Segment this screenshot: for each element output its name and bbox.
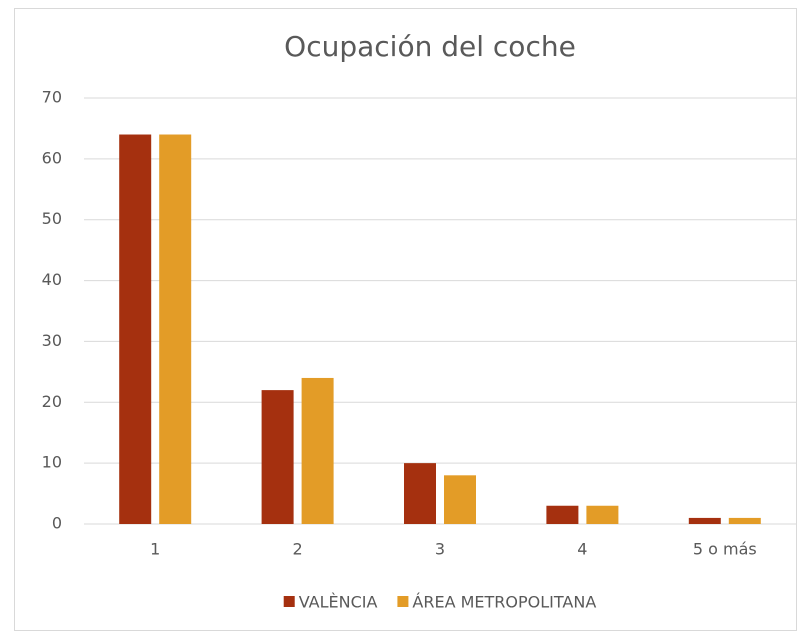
bar [301, 377, 334, 524]
x-tick-label: 2 [293, 540, 303, 559]
bar [688, 517, 721, 524]
x-tick-label: 5 o más [693, 540, 757, 559]
bar [261, 390, 294, 524]
bar [119, 134, 152, 524]
y-tick-label: 60 [42, 148, 62, 167]
y-tick-label: 20 [42, 392, 62, 411]
y-tick-label: 10 [42, 453, 62, 472]
legend-label: ÁREA METROPOLITANA [412, 593, 596, 612]
y-tick-label: 50 [42, 209, 62, 228]
legend-label: VALÈNCIA [299, 593, 378, 612]
bar [159, 134, 192, 524]
x-tick-label: 4 [577, 540, 587, 559]
legend-swatch [283, 596, 295, 607]
y-tick-label: 70 [42, 88, 62, 107]
y-tick-label: 30 [42, 331, 62, 350]
x-tick-label: 1 [150, 540, 160, 559]
bar [404, 463, 436, 524]
chart-title: Ocupación del coche [284, 30, 576, 63]
x-tick-label: 3 [435, 540, 445, 559]
bar [728, 517, 761, 524]
bar [546, 505, 579, 524]
bar [586, 505, 619, 524]
y-tick-label: 0 [52, 514, 62, 533]
legend-swatch [397, 596, 409, 607]
y-tick-label: 40 [42, 270, 62, 289]
bar [444, 475, 476, 524]
